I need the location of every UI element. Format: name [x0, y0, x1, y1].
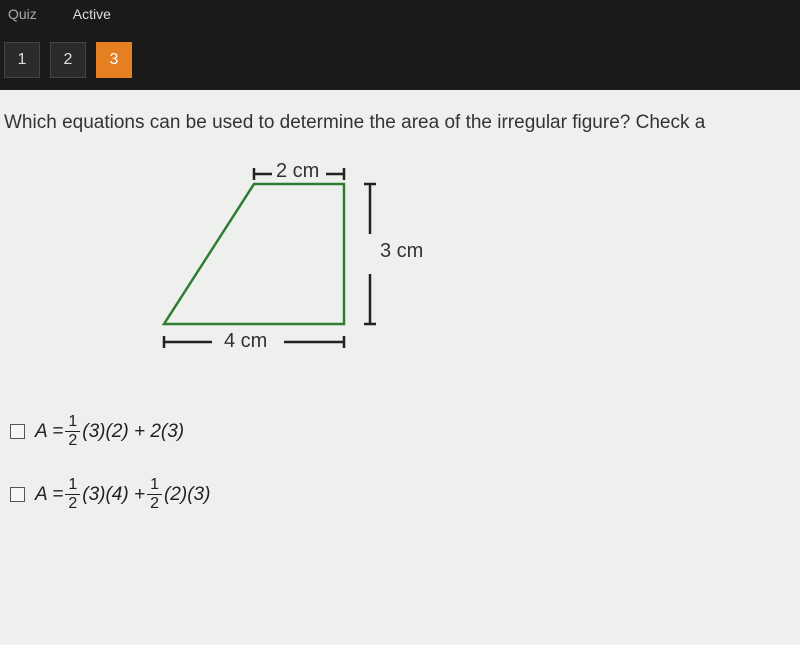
quiz-header: Quiz Active 1 2 3 [0, 0, 800, 90]
trapezoid-figure: 2 cm 3 cm 4 cm [144, 154, 424, 384]
question-text: Which equations can be used to determine… [4, 112, 796, 134]
question-nav: 1 2 3 [0, 24, 800, 78]
answer-option-2: A = 12 (3)(4) + 12 (2)(3) [10, 477, 796, 512]
answer-option-1: A = 12 (3)(2) + 2(3) [10, 414, 796, 449]
dim-top: 2 cm [276, 160, 319, 183]
question-nav-2[interactable]: 2 [50, 42, 86, 78]
tab-quiz[interactable]: Quiz [0, 4, 45, 24]
formula-1: A = 12 (3)(2) + 2(3) [35, 414, 184, 449]
content-area: Which equations can be used to determine… [0, 90, 800, 645]
question-nav-1[interactable]: 1 [4, 42, 40, 78]
checkbox-2[interactable] [10, 487, 25, 502]
trapezoid-shape [164, 184, 344, 324]
checkbox-1[interactable] [10, 424, 25, 439]
question-nav-3[interactable]: 3 [96, 42, 132, 78]
dim-bottom: 4 cm [224, 330, 267, 353]
figure-svg [144, 154, 424, 384]
formula-2: A = 12 (3)(4) + 12 (2)(3) [35, 477, 210, 512]
answer-list: A = 12 (3)(2) + 2(3) A = 12 (3)(4) + 12 … [10, 414, 796, 512]
header-tabs: Quiz Active [0, 0, 800, 24]
tab-active[interactable]: Active [65, 4, 119, 24]
dim-right: 3 cm [380, 240, 423, 263]
